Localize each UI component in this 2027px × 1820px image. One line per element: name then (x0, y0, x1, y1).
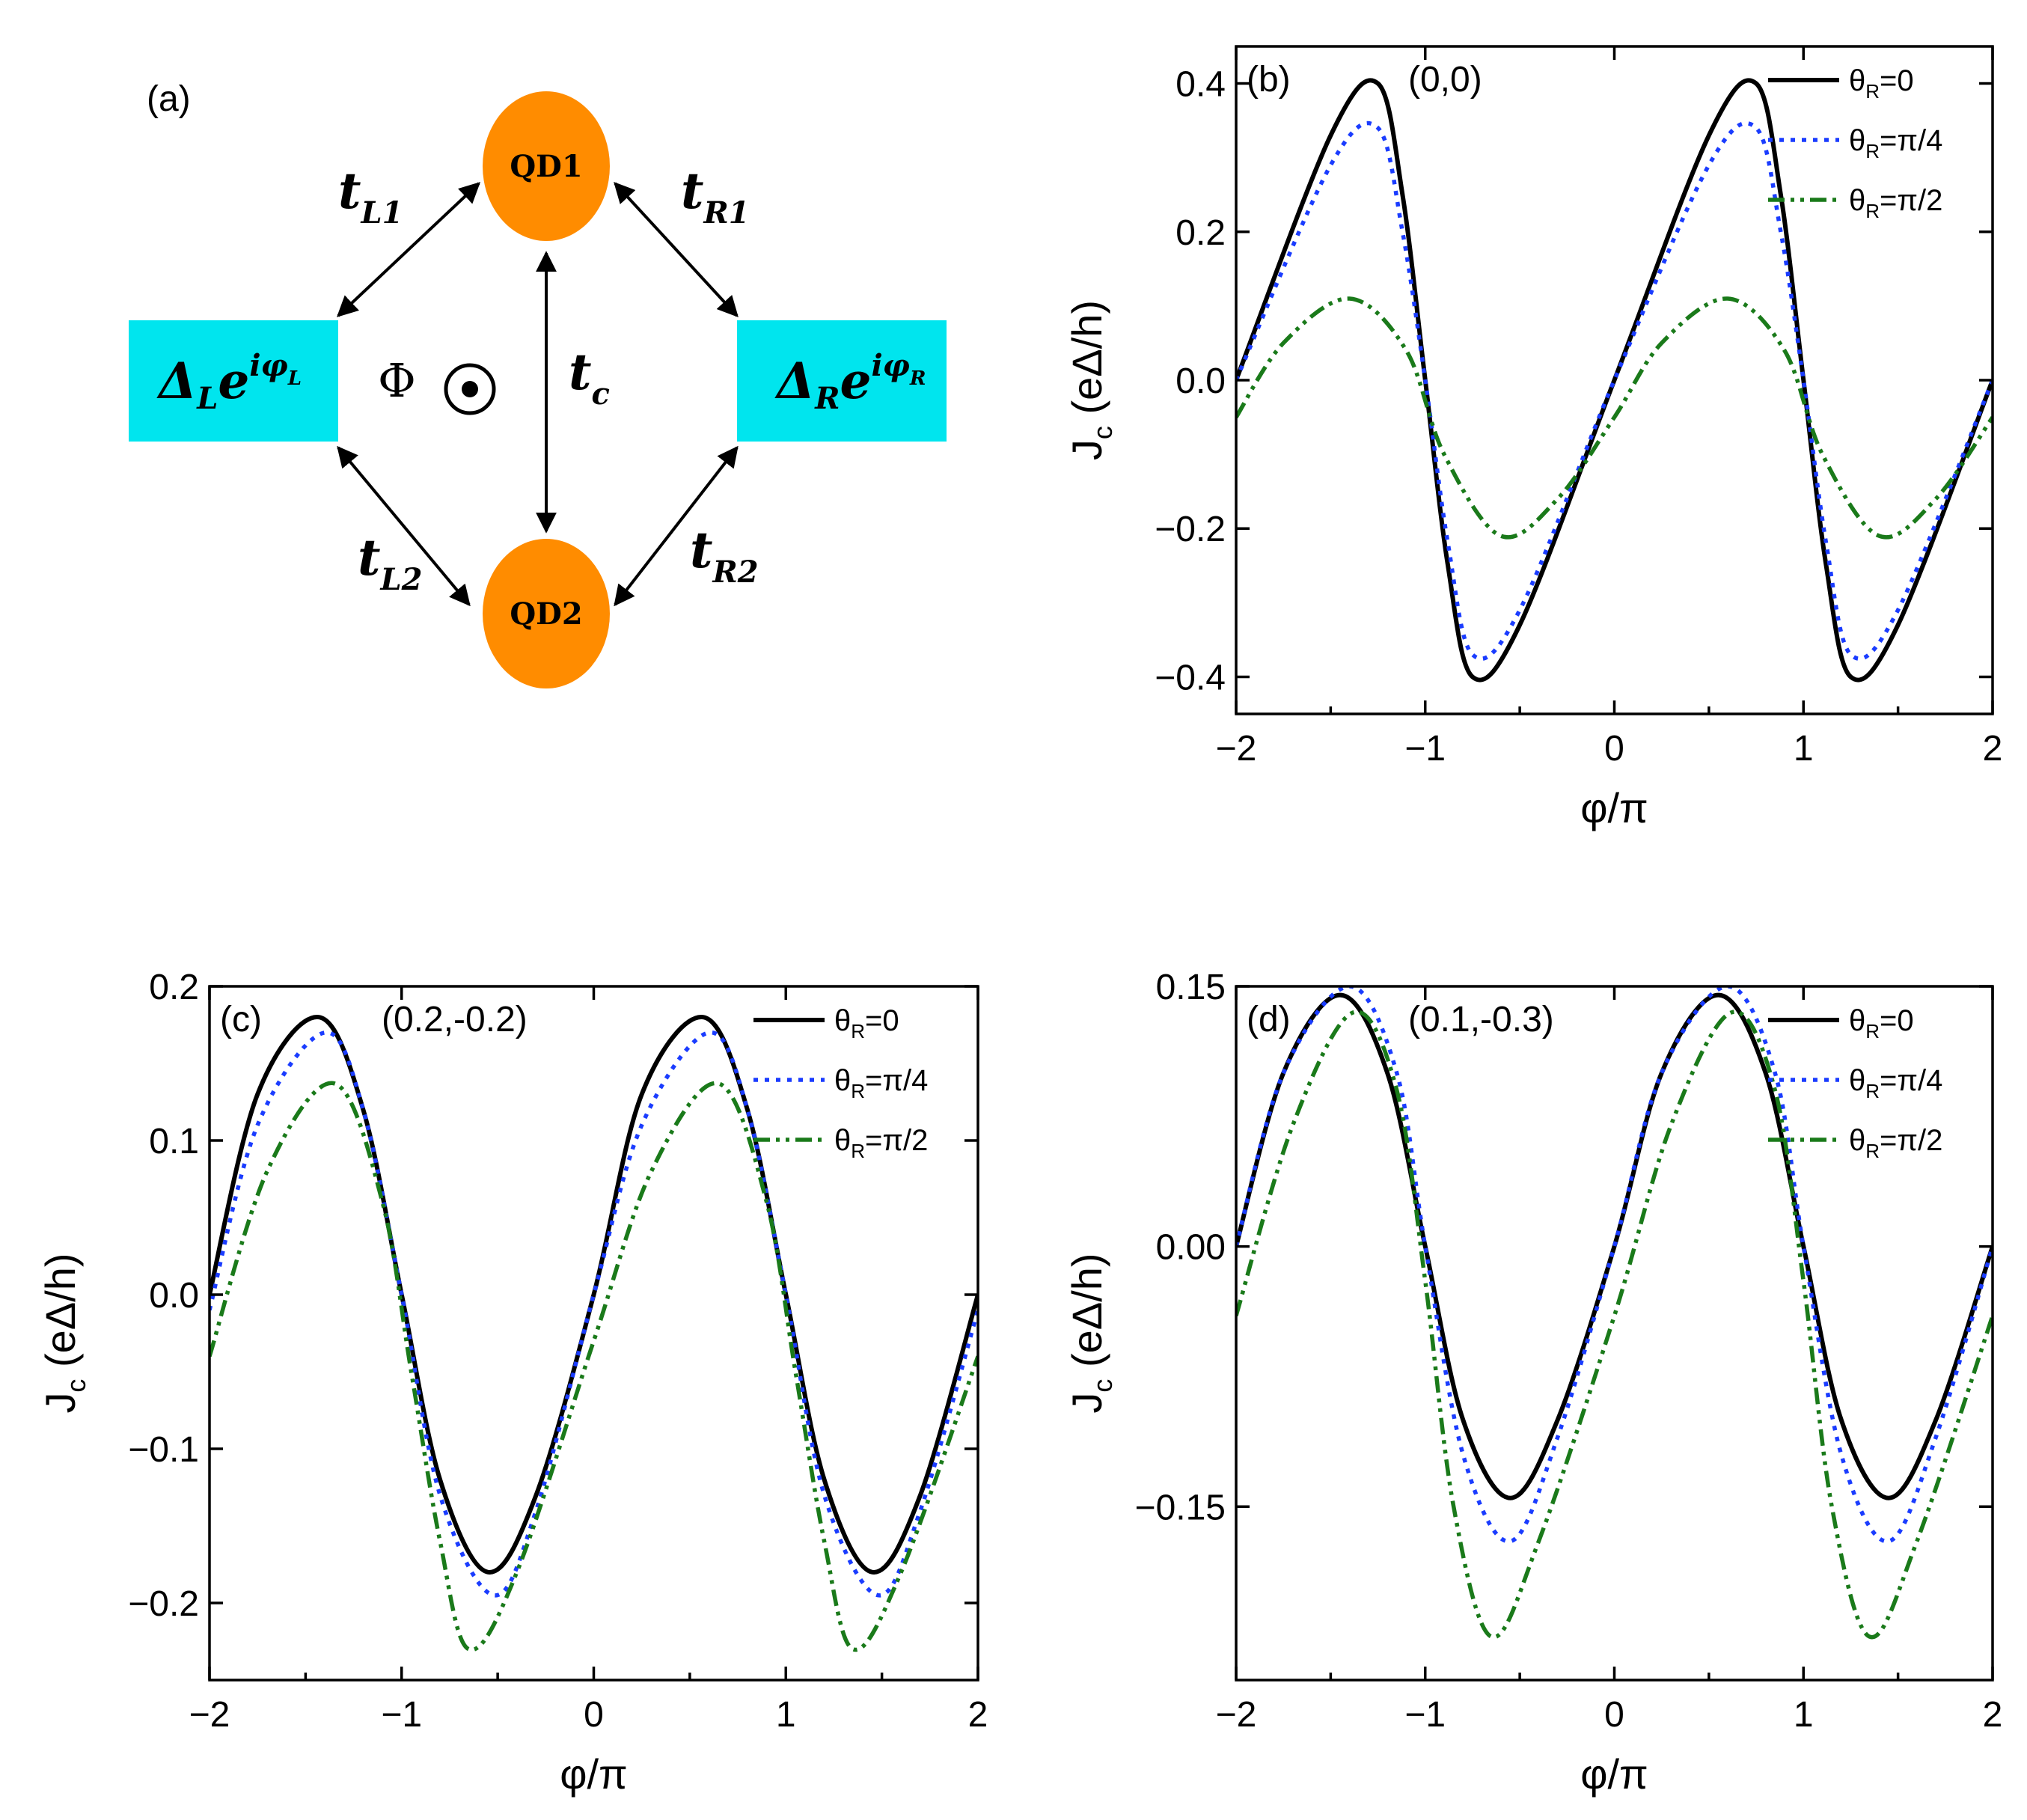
parameter-annotation: (0.2,-0.2) (382, 1000, 528, 1039)
parameter-annotation: (0.1,-0.3) (1408, 1000, 1554, 1039)
qd2-label: QD2 (510, 596, 582, 632)
x-tick-label: 0 (1604, 729, 1624, 769)
hopping-arrow-l1 (336, 182, 481, 317)
x-tick-label: −1 (381, 1695, 422, 1735)
legend-entry: θR=π/4 (1849, 1064, 1942, 1102)
x-tick-label: −2 (1216, 729, 1257, 769)
legend-entry: θR=π/2 (1849, 184, 1942, 222)
y-tick-label: 0.00 (1156, 1228, 1226, 1268)
y-axis-label: Jc (eΔ/h) (1063, 1253, 1118, 1413)
x-tick-label: −1 (1404, 729, 1446, 769)
series-line-theta-0 (1236, 78, 1993, 682)
series-line-theta-pi-4 (1236, 986, 1993, 1544)
x-tick-label: 0 (1604, 1695, 1624, 1735)
legend-entry: θR=0 (1849, 1004, 1914, 1042)
legend-entry: θR=0 (834, 1004, 899, 1042)
chart-panel-c: −2 −1 0 1 2 0.2 0.1 0.0 −0.1 −0.2 φ/π Jc (eΔ/h) (c) (… (37, 968, 988, 1798)
legend-entry: θR=π/2 (1849, 1124, 1942, 1162)
y-axis-label: Jc (eΔ/h) (37, 1253, 91, 1413)
legend-entry: θR=0 (1849, 64, 1914, 103)
x-tick-label: 1 (1794, 1695, 1814, 1735)
y-tick-label: 0.4 (1175, 65, 1226, 105)
x-tick-label: 0 (584, 1695, 604, 1735)
chart-panel-d: −2 −1 0 1 2 0.15 0.00 −0.15 φ/π Jc (eΔ/h) (d) (0.1,… (1063, 968, 2002, 1798)
y-tick-label: 0.2 (149, 968, 199, 1007)
left-lead (129, 320, 338, 442)
series-line-theta-pi-2 (1236, 1010, 1993, 1640)
y-tick-label: −0.4 (1155, 658, 1226, 697)
hopping-arrow-r2 (614, 445, 739, 607)
x-axis-label: φ/π (1580, 1750, 1648, 1798)
parameter-annotation: (0,0) (1408, 60, 1482, 100)
hopping-label-l1: tL1 (338, 162, 403, 230)
panel-label-a: (a) (147, 79, 191, 119)
hopping-label-r2: tR2 (690, 521, 759, 590)
series-line-theta-pi-4 (210, 1030, 978, 1598)
flux-out-of-page-icon (444, 363, 496, 415)
legend-entry: θR=π/4 (1849, 124, 1942, 162)
panel-label: (d) (1247, 1000, 1291, 1039)
series-line-theta-pi-2 (210, 1081, 978, 1652)
chart-panel-b: −2 −1 0 1 2 0.4 0.2 0.0 −0.2 −0.4 φ/π Jc (eΔ/h) (b) (… (1063, 45, 2003, 831)
hopping-label-c: tc (569, 343, 610, 412)
legend-entry: θR=π/4 (834, 1064, 928, 1102)
panel-label: (c) (220, 1000, 262, 1039)
left-lead-label: ΔLeiφL (156, 348, 302, 416)
x-axis-label: φ/π (1580, 784, 1648, 831)
x-tick-label: 2 (1983, 729, 2003, 769)
schematic-panel: (a) ΔLeiφL ΔReiφR QD1 QD2 tL1 tR1 tL2 tR… (129, 79, 947, 688)
y-tick-label: 0.1 (149, 1122, 199, 1161)
x-tick-label: 1 (1794, 729, 1814, 769)
panel-label: (b) (1247, 60, 1291, 100)
x-tick-label: 2 (1983, 1695, 2003, 1735)
x-tick-label: 1 (776, 1695, 796, 1735)
y-tick-label: 0.0 (149, 1276, 199, 1316)
hopping-arrow-l2 (337, 445, 471, 607)
y-tick-label: 0.0 (1175, 361, 1226, 401)
x-axis-label: φ/π (560, 1750, 628, 1798)
hopping-label-l2: tL2 (358, 528, 422, 597)
x-tick-label: −2 (1216, 1695, 1257, 1735)
legend-entry: θR=π/2 (834, 1124, 928, 1162)
qd1-dot (483, 91, 610, 241)
y-tick-label: −0.2 (1155, 510, 1226, 549)
right-lead (737, 320, 947, 442)
x-tick-label: 2 (968, 1695, 988, 1735)
y-tick-label: 0.2 (1175, 213, 1226, 253)
hopping-label-r1: tR1 (681, 162, 750, 230)
qd1-label: QD1 (510, 149, 582, 184)
series-line-theta-pi-2 (1236, 296, 1993, 540)
hopping-arrow-r1 (614, 181, 739, 318)
x-tick-label: −2 (189, 1695, 230, 1735)
y-axis-label: Jc (eΔ/h) (1063, 300, 1118, 460)
right-lead-label: ΔReiφR (774, 348, 926, 416)
y-tick-label: −0.1 (128, 1430, 199, 1470)
flux-label: Φ (378, 353, 416, 408)
y-tick-label: −0.15 (1135, 1488, 1226, 1527)
x-tick-label: −1 (1404, 1695, 1446, 1735)
y-tick-label: −0.2 (128, 1584, 199, 1624)
y-tick-label: 0.15 (1156, 968, 1226, 1007)
series-line-theta-0 (1236, 992, 1993, 1500)
qd2-dot (483, 539, 610, 688)
